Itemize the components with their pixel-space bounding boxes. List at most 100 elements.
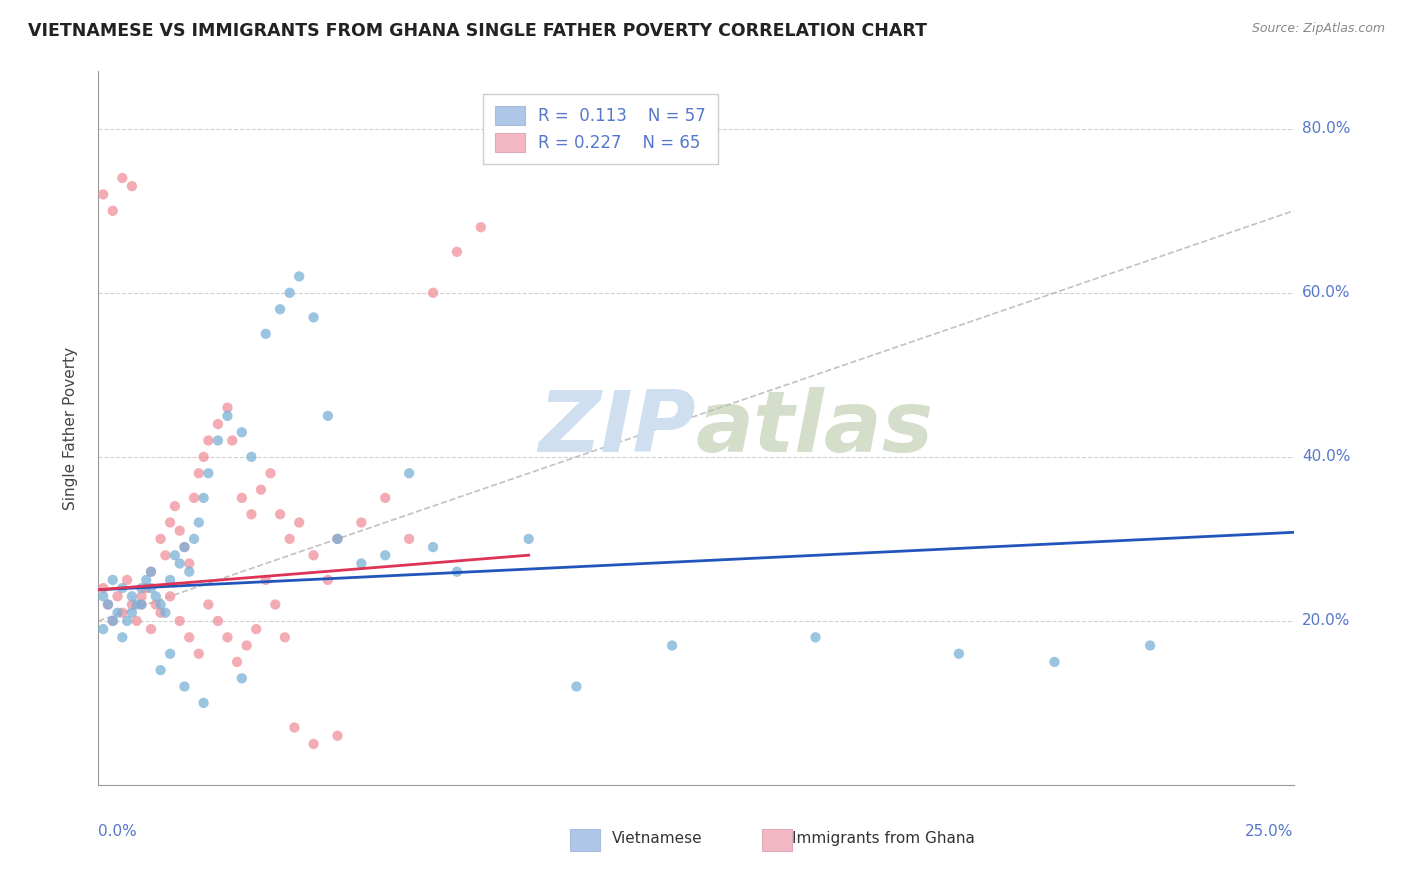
Point [269,302,291,317]
Point [283,721,305,735]
Point [135,573,157,587]
FancyBboxPatch shape [762,830,792,851]
Point [183,491,205,505]
Point [125,598,148,612]
Point [517,532,540,546]
Point [221,434,243,448]
Point [159,516,181,530]
Point [193,491,215,505]
Point [259,467,281,481]
Point [446,244,468,259]
Y-axis label: Single Father Poverty: Single Father Poverty [63,347,77,509]
Point [226,655,249,669]
Point [121,179,143,194]
Point [155,549,177,563]
Point [274,630,297,644]
Point [1139,639,1161,653]
Point [159,647,181,661]
Point [193,696,215,710]
Point [254,326,277,341]
Point [302,737,325,751]
Text: Source: ZipAtlas.com: Source: ZipAtlas.com [1251,22,1385,36]
Point [149,606,172,620]
Point [446,565,468,579]
Point [804,630,827,644]
Point [107,590,129,604]
FancyBboxPatch shape [571,830,600,851]
Point [97,598,120,612]
Point [91,622,114,636]
Point [326,532,349,546]
Text: 20.0%: 20.0% [1302,614,1350,629]
Point [149,663,172,677]
Point [149,598,172,612]
Point [131,598,153,612]
Point [207,614,229,628]
Point [131,598,153,612]
Point [91,581,114,595]
Point [179,565,201,579]
Point [254,573,277,587]
Legend: R =  0.113    N = 57, R = 0.227    N = 65: R = 0.113 N = 57, R = 0.227 N = 65 [484,94,717,164]
Point [235,639,257,653]
Text: VIETNAMESE VS IMMIGRANTS FROM GHANA SINGLE FATHER POVERTY CORRELATION CHART: VIETNAMESE VS IMMIGRANTS FROM GHANA SING… [28,22,927,40]
Point [139,581,162,595]
Point [948,647,970,661]
Point [193,450,215,464]
Point [197,467,219,481]
Point [145,598,167,612]
Point [326,532,349,546]
Point [470,220,492,235]
Text: Vietnamese: Vietnamese [613,831,703,847]
Point [1043,655,1066,669]
Point [302,310,325,325]
Point [183,532,205,546]
Point [169,557,191,571]
Point [316,573,339,587]
Point [217,630,239,644]
Text: 0.0%: 0.0% [98,824,138,838]
Point [197,598,219,612]
Point [398,532,420,546]
Point [207,434,229,448]
Point [131,581,153,595]
Point [217,409,239,423]
Point [173,680,195,694]
Point [350,516,373,530]
Point [250,483,273,497]
Point [288,269,311,284]
Point [169,614,191,628]
Point [159,573,181,587]
Point [278,532,301,546]
Text: atlas: atlas [696,386,934,470]
Point [121,606,143,620]
Point [111,171,134,186]
Point [231,491,253,505]
Point [163,499,186,513]
Point [422,540,444,554]
Point [374,491,396,505]
Point [187,516,209,530]
Point [115,614,138,628]
Point [121,590,143,604]
Text: 40.0%: 40.0% [1302,450,1350,465]
Point [326,729,349,743]
Point [101,614,124,628]
Point [187,467,209,481]
Point [101,573,124,587]
Point [565,680,588,694]
Point [179,630,201,644]
Point [398,467,420,481]
Point [91,187,114,202]
Point [125,614,148,628]
Point [145,590,167,604]
Point [350,557,373,571]
Point [139,565,162,579]
Point [139,622,162,636]
Point [231,425,253,440]
Point [111,630,134,644]
Point [131,590,153,604]
Point [149,532,172,546]
Point [173,540,195,554]
Point [121,598,143,612]
